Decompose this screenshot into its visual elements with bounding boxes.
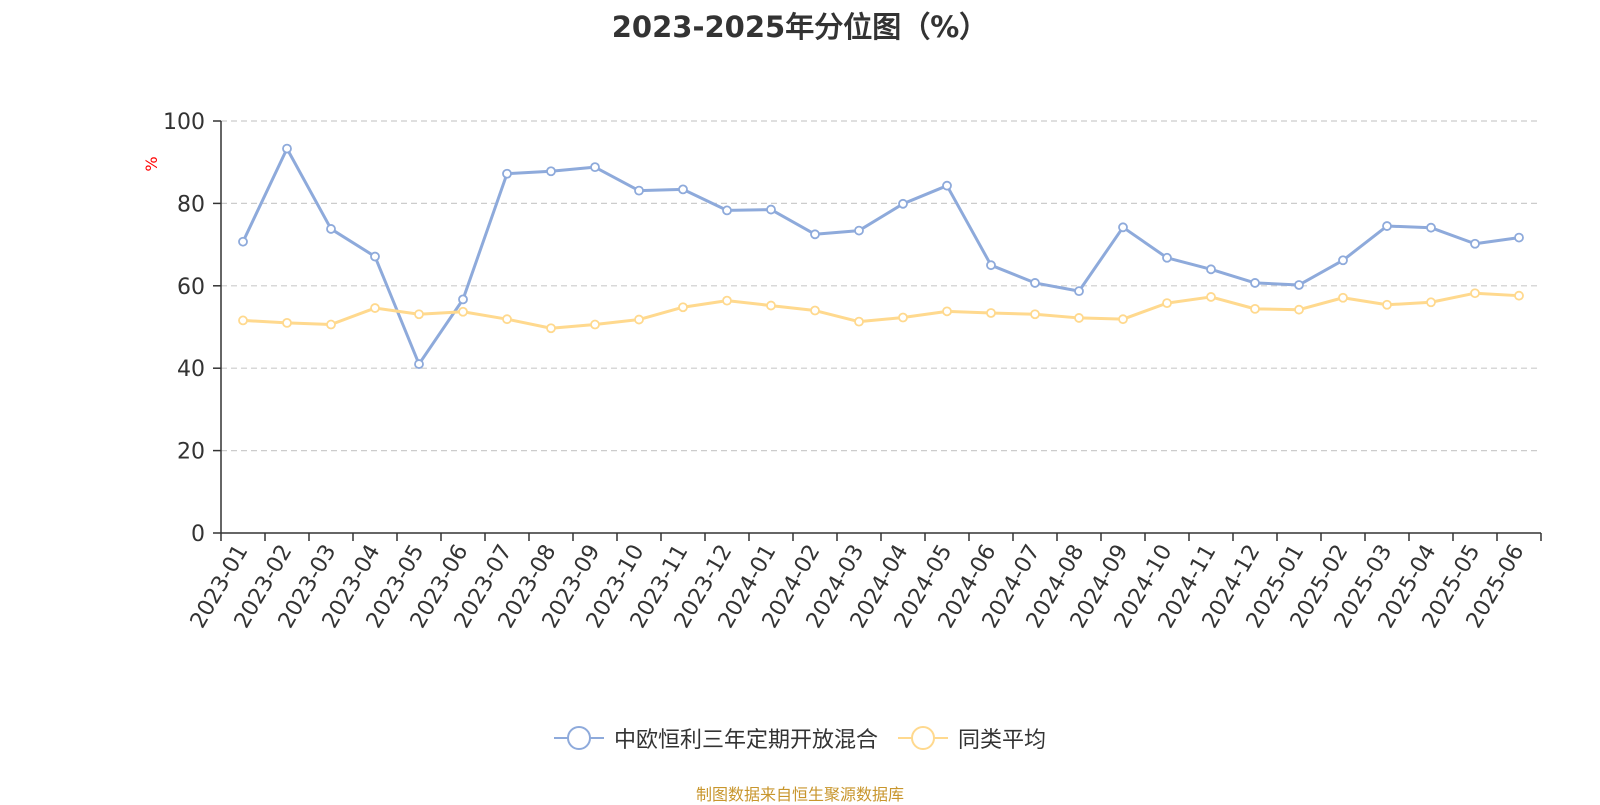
data-point[interactable] [1426, 222, 1436, 233]
data-point[interactable] [810, 229, 820, 240]
data-point[interactable] [1382, 221, 1392, 231]
data-point[interactable] [634, 185, 644, 196]
data-point[interactable] [766, 204, 776, 215]
data-point[interactable] [854, 316, 864, 327]
data-point[interactable] [502, 314, 512, 325]
data-point[interactable] [282, 317, 292, 328]
data-point[interactable] [1294, 280, 1304, 290]
data-point[interactable] [1250, 303, 1260, 314]
series-1 [238, 143, 1524, 369]
grid-lines [221, 120, 1541, 452]
data-point[interactable] [678, 302, 688, 313]
data-point[interactable] [854, 225, 864, 236]
legend: 中欧恒利三年定期开放混合 同类平均 [0, 722, 1600, 754]
data-point[interactable] [986, 260, 996, 271]
data-point[interactable] [1118, 222, 1128, 233]
axes [213, 120, 1542, 541]
y-tick-label: 0 [191, 522, 205, 547]
data-point[interactable] [1514, 290, 1524, 301]
chart-title: 2023-2025年分位图（%） [611, 10, 989, 44]
data-point[interactable] [898, 312, 908, 323]
data-point[interactable] [722, 295, 732, 306]
legend-label: 同类平均 [958, 728, 1047, 753]
data-point[interactable] [1206, 264, 1216, 275]
data-point[interactable] [414, 309, 424, 320]
data-point[interactable] [590, 162, 600, 173]
data-point[interactable] [898, 198, 908, 209]
data-point[interactable] [546, 166, 556, 177]
data-point[interactable] [1338, 255, 1348, 266]
data-point[interactable] [942, 306, 952, 317]
data-point[interactable] [1514, 232, 1524, 243]
data-point[interactable] [1162, 298, 1172, 309]
y-tick-label: 20 [177, 440, 205, 465]
legend-item-2[interactable]: 同类平均 [898, 722, 1046, 754]
tick-labels: 0204060801002023-012023-022023-032023-04… [163, 110, 1529, 633]
legend-label: 中欧恒利三年定期开放混合 [613, 728, 878, 753]
data-point[interactable] [1074, 313, 1084, 323]
data-point[interactable] [1118, 314, 1128, 325]
data-point[interactable] [1338, 292, 1348, 303]
series-line [242, 291, 1520, 330]
data-point[interactable] [370, 303, 380, 313]
data-point[interactable] [590, 319, 600, 330]
data-point[interactable] [1162, 252, 1172, 263]
data-point[interactable] [810, 305, 820, 316]
source-note: 制图数据来自恒生聚源数据库 [695, 785, 904, 804]
y-tick-label: 80 [177, 192, 205, 217]
data-point[interactable] [634, 314, 644, 325]
data-point[interactable] [458, 306, 468, 317]
data-point[interactable] [1382, 299, 1392, 310]
data-point[interactable] [238, 236, 248, 247]
series-lines [238, 143, 1524, 369]
data-point[interactable] [502, 168, 512, 179]
series-2 [238, 288, 1524, 334]
data-point[interactable] [1470, 238, 1480, 249]
data-point[interactable] [1074, 286, 1084, 297]
data-point[interactable] [942, 180, 952, 191]
y-tick-label: 40 [177, 357, 205, 382]
data-point[interactable] [326, 319, 336, 330]
data-point[interactable] [1294, 304, 1304, 315]
data-point[interactable] [282, 143, 292, 154]
data-point[interactable] [1030, 309, 1040, 320]
y-tick-label: 100 [163, 110, 205, 135]
data-point[interactable] [1470, 288, 1480, 299]
legend-swatch [898, 724, 948, 752]
y-axis-label: % [142, 156, 161, 171]
data-point[interactable] [766, 300, 776, 311]
data-point[interactable] [414, 359, 424, 369]
data-point[interactable] [1426, 297, 1436, 308]
data-point[interactable] [238, 315, 248, 326]
data-point[interactable] [1206, 292, 1216, 302]
data-point[interactable] [326, 224, 336, 234]
data-point[interactable] [1030, 278, 1040, 288]
series-line [241, 147, 1520, 366]
data-point[interactable] [546, 323, 556, 334]
data-point[interactable] [1250, 278, 1260, 288]
legend-item-1[interactable]: 中欧恒利三年定期开放混合 [553, 722, 878, 754]
data-point[interactable] [722, 205, 732, 216]
data-point[interactable] [370, 251, 380, 262]
data-point[interactable] [458, 294, 468, 305]
legend-swatch [553, 724, 604, 752]
data-point[interactable] [986, 308, 996, 318]
data-point[interactable] [678, 184, 688, 195]
y-tick-label: 60 [177, 275, 205, 300]
